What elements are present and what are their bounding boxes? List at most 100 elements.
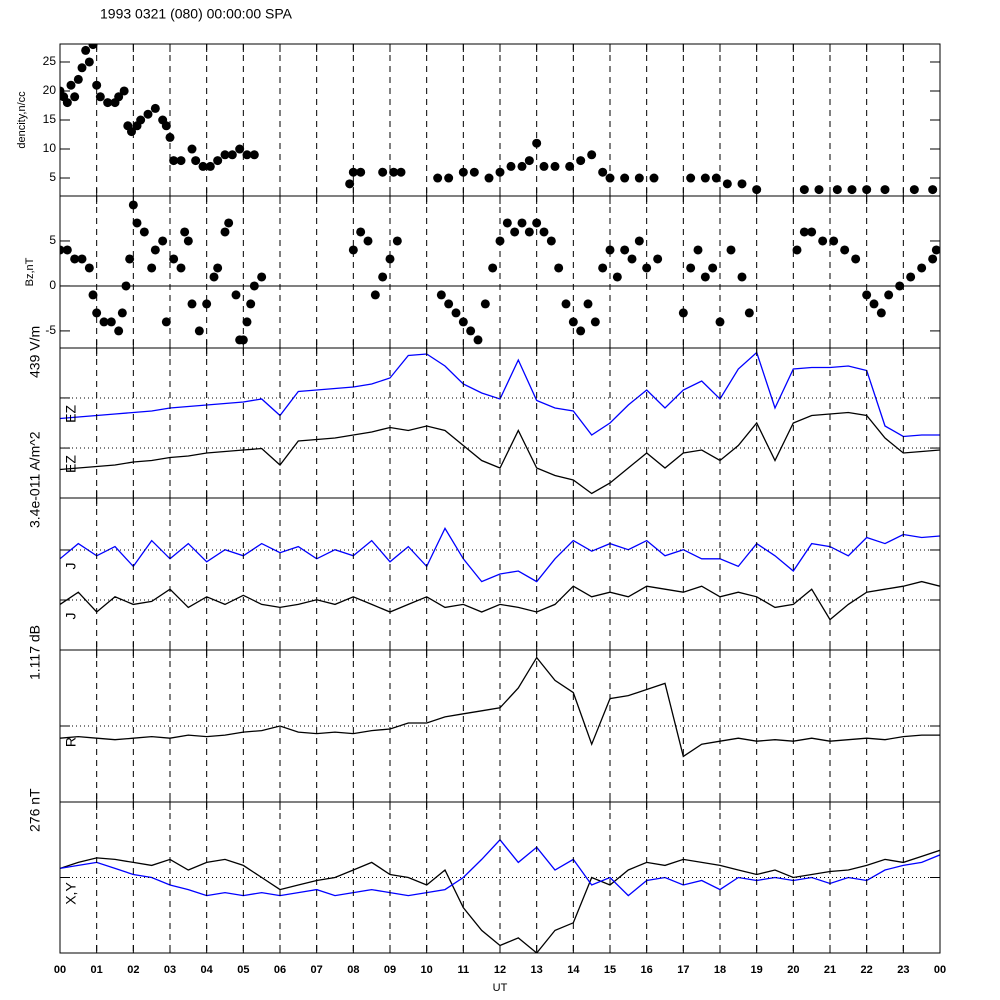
point <box>744 308 754 318</box>
point <box>77 254 87 264</box>
point <box>565 161 575 171</box>
x-tick-label: 04 <box>201 964 214 976</box>
panel-frame <box>59 801 941 954</box>
point <box>213 263 223 273</box>
point <box>634 236 644 246</box>
point <box>818 236 828 246</box>
point <box>106 317 116 327</box>
point <box>711 173 721 183</box>
point <box>117 308 127 318</box>
point <box>99 317 109 327</box>
point <box>550 161 560 171</box>
point <box>119 86 129 96</box>
point <box>884 290 894 300</box>
point <box>561 299 571 309</box>
point <box>488 263 498 273</box>
point <box>620 173 630 183</box>
point <box>77 63 87 73</box>
y-axis-label: dencity,n/cc <box>16 91 28 149</box>
point <box>60 245 65 255</box>
point <box>678 308 688 318</box>
point <box>187 144 197 154</box>
x-tick-label: 05 <box>237 964 249 976</box>
point <box>187 299 197 309</box>
point <box>92 308 102 318</box>
point <box>620 245 630 255</box>
point <box>205 161 215 171</box>
point <box>147 263 157 273</box>
point <box>473 335 483 345</box>
point <box>576 156 586 166</box>
series-label: J <box>63 562 79 569</box>
x-tick-label: 22 <box>861 964 873 976</box>
point <box>125 254 135 264</box>
y-tick-label: 10 <box>43 141 57 155</box>
x-tick-label: 09 <box>384 964 396 976</box>
x-tick-label: 06 <box>274 964 286 976</box>
point <box>451 308 461 318</box>
point <box>649 173 659 183</box>
x-tick-label: 11 <box>458 964 470 976</box>
y-tick-label: 15 <box>43 112 57 126</box>
point <box>484 173 494 183</box>
point <box>66 80 76 90</box>
point <box>931 245 940 255</box>
point <box>220 227 230 237</box>
point <box>722 179 732 189</box>
x-tick-label: 02 <box>127 964 139 976</box>
point <box>176 156 186 166</box>
point <box>227 150 237 160</box>
point <box>183 236 193 246</box>
x-tick-label: 16 <box>641 964 653 976</box>
point <box>700 272 710 282</box>
point <box>114 92 124 102</box>
point <box>851 254 861 264</box>
point <box>370 290 380 300</box>
point <box>143 109 153 119</box>
point <box>627 254 637 264</box>
point <box>139 227 149 237</box>
y-axis-label: Bz,nT <box>24 257 36 286</box>
point <box>700 173 710 183</box>
point <box>634 173 644 183</box>
point <box>356 227 366 237</box>
point <box>686 263 696 273</box>
point <box>590 317 600 327</box>
point <box>605 245 615 255</box>
point <box>917 263 927 273</box>
point <box>128 200 138 210</box>
point <box>70 254 80 264</box>
point <box>191 156 201 166</box>
point <box>176 263 186 273</box>
series-label: R <box>63 737 79 747</box>
point <box>356 167 366 177</box>
point <box>220 150 230 160</box>
point <box>814 185 824 195</box>
point <box>161 121 171 131</box>
point <box>693 245 703 255</box>
point <box>242 317 252 327</box>
x-tick-label: 01 <box>91 964 103 976</box>
point <box>150 103 160 113</box>
point <box>378 272 388 282</box>
point <box>345 179 355 189</box>
point <box>708 263 718 273</box>
x-tick-label: 21 <box>824 964 836 976</box>
chart-title: 1993 0321 (080) 00:00:00 SPA <box>100 6 293 22</box>
point <box>576 326 586 336</box>
point <box>686 173 696 183</box>
point <box>598 167 608 177</box>
y-tick-label: 20 <box>43 83 57 97</box>
point <box>458 167 468 177</box>
x-tick-label: 00 <box>934 964 946 976</box>
point <box>466 326 476 336</box>
point <box>158 236 168 246</box>
point <box>161 317 171 327</box>
point <box>829 236 839 246</box>
series-label: J <box>63 612 79 619</box>
x-tick-label: 14 <box>567 964 580 976</box>
point <box>73 74 83 84</box>
point <box>506 161 516 171</box>
point <box>517 161 527 171</box>
x-tick-label: 23 <box>897 964 909 976</box>
